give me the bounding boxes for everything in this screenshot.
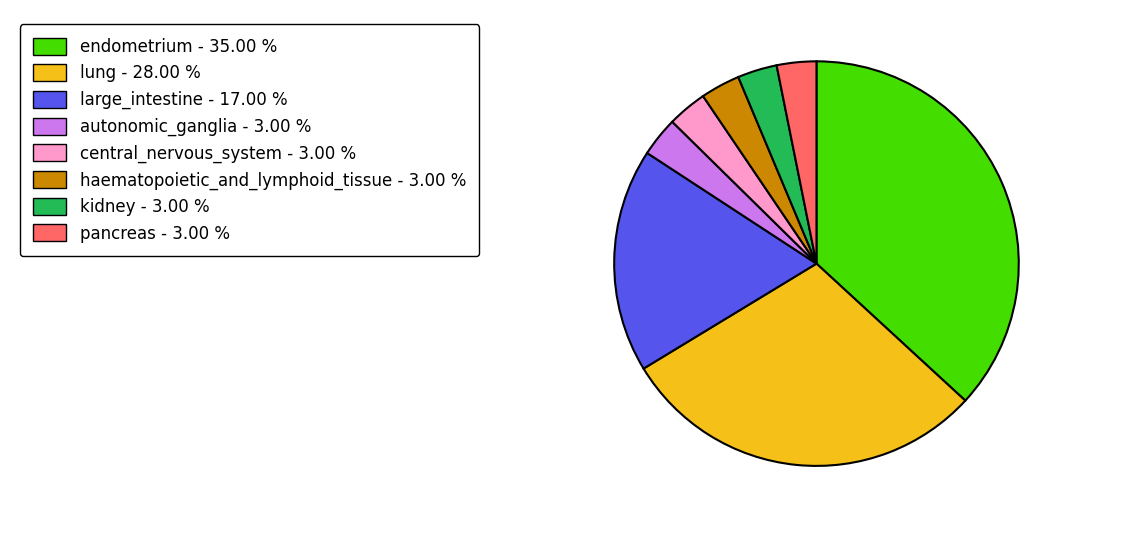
Wedge shape xyxy=(615,153,816,369)
Wedge shape xyxy=(703,77,816,264)
Wedge shape xyxy=(648,122,816,264)
Wedge shape xyxy=(816,61,1018,401)
Wedge shape xyxy=(738,65,816,264)
Wedge shape xyxy=(777,61,816,264)
Legend: endometrium - 35.00 %, lung - 28.00 %, large_intestine - 17.00 %, autonomic_gang: endometrium - 35.00 %, lung - 28.00 %, l… xyxy=(19,24,480,256)
Wedge shape xyxy=(672,96,816,264)
Wedge shape xyxy=(644,264,965,466)
